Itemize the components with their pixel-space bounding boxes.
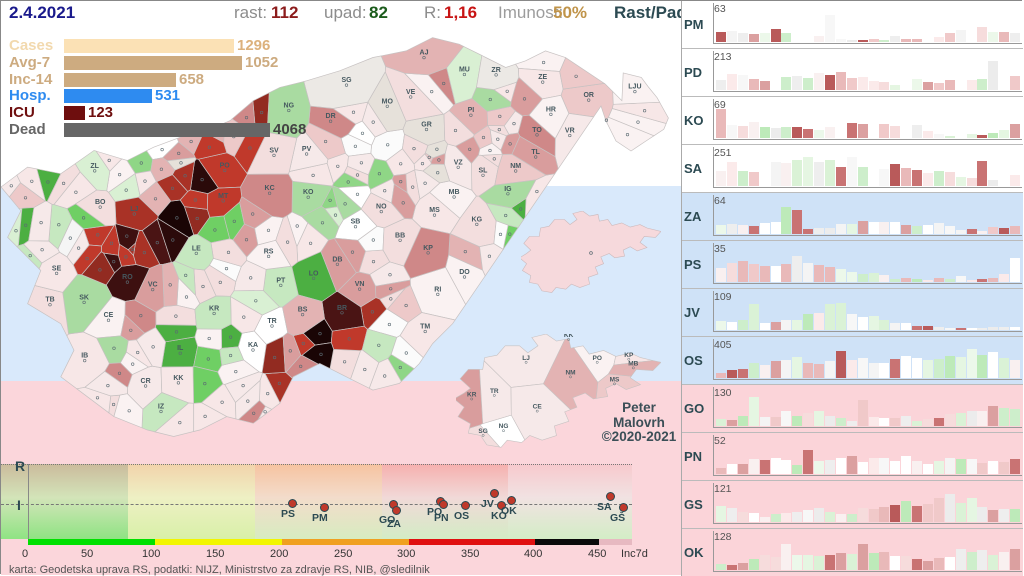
svg-text:VZ: VZ (454, 159, 464, 166)
svg-text:KK: KK (564, 334, 574, 339)
svg-text:VN: VN (355, 281, 365, 288)
svg-text:ZL: ZL (90, 163, 99, 170)
svg-text:SG: SG (478, 428, 487, 435)
svg-text:OR: OR (583, 92, 594, 99)
svg-text:SE: SE (52, 265, 62, 272)
svg-text:LJ: LJ (130, 206, 138, 213)
svg-text:IL: IL (177, 345, 184, 352)
svg-text:TO: TO (532, 127, 542, 134)
svg-text:LE: LE (192, 245, 201, 252)
svg-text:TL: TL (531, 149, 540, 156)
svg-text:LJ: LJ (522, 355, 530, 362)
svg-text:VR: VR (565, 128, 575, 135)
svg-text:TR: TR (267, 318, 276, 325)
svg-text:DB: DB (332, 256, 342, 263)
svg-text:MT: MT (218, 193, 229, 200)
svg-text:IB: IB (81, 353, 88, 360)
svg-text:ZR: ZR (491, 67, 500, 74)
svg-text:SV: SV (269, 147, 279, 154)
svg-text:VC: VC (148, 282, 158, 289)
svg-text:BO: BO (95, 199, 106, 206)
svg-text:IG: IG (504, 186, 512, 193)
svg-text:KR: KR (467, 392, 477, 399)
svg-text:NM: NM (510, 163, 521, 170)
svg-text:MS: MS (429, 207, 440, 214)
svg-text:MB: MB (449, 189, 460, 196)
svg-text:PO: PO (220, 163, 231, 170)
svg-text:NM: NM (565, 369, 575, 376)
svg-text:NO: NO (376, 204, 387, 211)
svg-text:NG: NG (499, 423, 509, 430)
svg-text:KP: KP (423, 245, 433, 252)
svg-text:TR: TR (490, 388, 499, 395)
svg-text:PT: PT (276, 277, 286, 284)
svg-text:TM: TM (420, 324, 430, 331)
svg-text:SK: SK (79, 294, 89, 301)
svg-text:LJU: LJU (628, 84, 641, 91)
svg-text:VE: VE (406, 89, 416, 96)
svg-text:KK: KK (173, 375, 183, 382)
svg-text:ZE: ZE (538, 74, 547, 81)
svg-text:BR: BR (337, 305, 347, 312)
svg-text:MB: MB (628, 360, 638, 367)
svg-text:KA: KA (248, 342, 258, 349)
svg-text:PO: PO (592, 355, 601, 362)
svg-text:SB: SB (351, 219, 361, 226)
svg-text:RS: RS (264, 248, 274, 255)
svg-text:MS: MS (610, 376, 620, 383)
svg-text:KP: KP (624, 352, 634, 359)
svg-text:RI: RI (434, 286, 441, 293)
svg-text:AJ: AJ (420, 50, 429, 57)
svg-text:KG: KG (472, 216, 483, 223)
svg-text:DO: DO (459, 269, 470, 276)
svg-text:LO: LO (309, 270, 319, 277)
svg-text:KR: KR (209, 306, 219, 313)
svg-text:CR: CR (141, 378, 151, 385)
svg-text:PV: PV (302, 146, 312, 153)
svg-text:RO: RO (122, 274, 133, 281)
svg-text:MO: MO (382, 98, 394, 105)
svg-text:MU: MU (459, 67, 470, 74)
svg-text:DR: DR (326, 113, 336, 120)
svg-text:BS: BS (298, 307, 308, 314)
svg-text:SL: SL (479, 167, 489, 174)
svg-text:SG: SG (341, 77, 352, 84)
svg-text:HR: HR (546, 106, 556, 113)
svg-text:PI: PI (468, 107, 475, 114)
svg-text:CE: CE (104, 312, 114, 319)
svg-text:GR: GR (421, 122, 432, 129)
svg-text:KC: KC (265, 185, 275, 192)
svg-text:IZ: IZ (158, 404, 165, 411)
svg-text:TB: TB (45, 297, 54, 304)
svg-text:BB: BB (395, 232, 405, 239)
svg-text:CE: CE (533, 404, 543, 411)
svg-text:KO: KO (303, 189, 314, 196)
